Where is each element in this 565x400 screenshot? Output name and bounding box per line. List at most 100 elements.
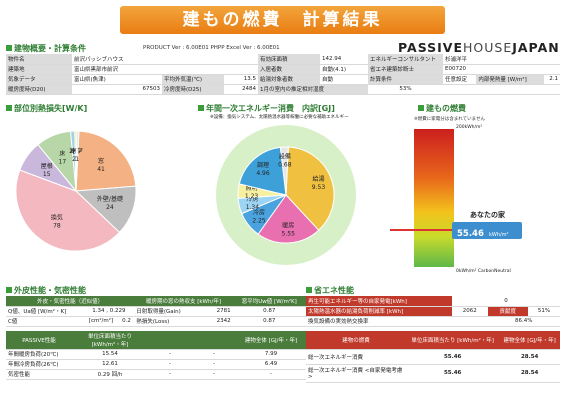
table-row: 太陽熱温水器の給湯負荷削減率 [kWh] 2062 貢献度 51% [306, 306, 560, 317]
cell: 再生可能エネルギー等の自家発電[kWh] [306, 296, 452, 307]
cell: 67503 [72, 84, 162, 95]
cell: 1.34 , 0.229 [83, 306, 135, 317]
title-banner: 建もの燃費 計算結果 [0, 0, 565, 38]
cell: - [148, 369, 192, 380]
cell: 2342 [205, 316, 233, 327]
cell: C値 [6, 316, 84, 327]
fuel-value-box: 55.46 kWh/m² [452, 221, 522, 239]
table-row: 総一次エネルギー消費 <自家発電考慮> 55.46 28.54 [306, 364, 560, 383]
cell: - [148, 359, 192, 370]
cell: エネルギーコンサルタント [368, 54, 443, 65]
cell: 換気設備の実効熱交換率 [306, 316, 452, 327]
cell: 15.54 [72, 349, 148, 360]
fuel-gauge-bar [414, 129, 454, 267]
cell: 51% [527, 306, 560, 317]
cell: 0.2 [118, 316, 135, 327]
table-row: 年間暖房負荷(20℃) 15.54- -7.99 [6, 349, 306, 360]
pie-label-3: 屋根 15 [41, 162, 53, 178]
pie-slice-6 [279, 146, 289, 196]
cell: Q値、Ua値 [W/m²・K] [6, 306, 84, 317]
table-row: 再生可能エネルギー等の自家発電[kWh] 0 [306, 296, 560, 307]
cell: 暖房期の窓の熱収支 [kWh/年] [134, 296, 233, 307]
cell [148, 331, 236, 350]
cell: 自動(4.1) [320, 64, 368, 75]
cell: [cm²/m²] [83, 316, 119, 327]
cell: 年間暖房負荷(20℃) [6, 349, 72, 360]
logo-japan: JAPAN [512, 40, 560, 55]
cell: 太陽熱温水器の給湯負荷削減率 [kWh] [306, 306, 452, 317]
cell: 総一次エネルギー消費 <自家発電考慮> [306, 364, 406, 383]
table-row: 建築地 富山県黒部市前沢 入居者数 自動(4.1) 省エネ建築診断士 E00720 [6, 64, 560, 75]
table-row: 外皮・気密性能（近似値） 暖房期の窓の熱収支 [kWh/年] 窓平均Uw値 [W/m… [6, 296, 306, 307]
cell: 55.46 [406, 364, 500, 383]
cell: 28.54 [499, 364, 560, 383]
cell: 142.94 [320, 54, 368, 65]
fuel-header: 建もの燃費 [418, 103, 466, 114]
cell: 2062 [452, 306, 488, 317]
cell: 富山県(魚津) [72, 74, 162, 85]
cell: 0.87 [232, 306, 306, 317]
pie-label-4: 照明 1.23 [245, 185, 259, 200]
cell: 建物全体 [GJ/年・年] [499, 331, 560, 350]
cell: 熱損失(Loss) [134, 316, 206, 327]
table-row: PASSIVE性能 単位床面積当たり [kWh/m²・年] 建物全体 [GJ/年・年… [6, 331, 306, 350]
pie-slice-0 [285, 146, 335, 231]
table-row: 年間冷房負荷(26℃) 12.61- -6.49 [6, 359, 306, 370]
pie-label-5: 調理 4.96 [256, 161, 270, 177]
envelope-header: 外皮性能・気密性能 [6, 285, 86, 296]
pie-slice-2 [15, 169, 121, 252]
saving-header: 省エネ性能 [306, 285, 354, 296]
cell: 暖房度時(D20) [6, 84, 72, 95]
cell: 気象データ [6, 74, 72, 85]
cell: 13.5 [224, 74, 258, 85]
table-row: 換気設備の実効熱交換率 86.4% [306, 316, 560, 327]
cell: 86.4% [487, 316, 560, 327]
pie-label-4: 床 17 [59, 150, 67, 166]
cell: - [192, 349, 236, 360]
pie-label-6: 設備 0.68 [278, 152, 292, 168]
cell: 内部発熱量 [W/m²] [476, 74, 544, 85]
cell: 単位床面積当たり [kWh/m²・年] [72, 331, 148, 350]
energy-header: 年間一次エネルギー消費 内訳[GJ] [198, 103, 335, 114]
pie-slice-1 [257, 194, 320, 244]
cell: 平均外気温(℃) [162, 74, 224, 85]
version-text: PRODUCT Ver : 6.00E01 PHPP Excel Ver : 6… [143, 45, 280, 51]
cell: 2484 [224, 84, 258, 95]
cell: 貢献度 [487, 306, 528, 317]
table-row: 暖房度時(D20) 67503 冷房度時(D25) 2484 1月の室内の推定相対湿度 5… [6, 84, 560, 95]
saving-table: 再生可能エネルギー等の自家発電[kWh] 0 太陽熱温水器の給湯負荷削減率 [kW… [306, 296, 560, 327]
pie-label-0: 窓 41 [97, 157, 105, 173]
pie-label-0: 給湯 9.53 [312, 175, 326, 191]
cell: 物件名 [6, 54, 72, 65]
heatloss-header: 部位別熱損失[W/K] [6, 103, 87, 114]
table-row: 建物の燃費 単位床面積当たり [kWh/m²・年] 建物全体 [GJ/年・年] [306, 331, 560, 350]
cell: 0.29 回/h [72, 369, 148, 380]
cell: 7.99 [236, 349, 306, 360]
pie-slice-0 [75, 130, 137, 192]
cell: 日射取得量(Gain) [134, 306, 206, 317]
table-row: 気密性能 0.29 回/h - - - [6, 369, 306, 380]
cell: 入居者数 [258, 64, 320, 75]
cell: 2781 [205, 306, 233, 317]
cell: 自動 [320, 74, 368, 85]
pie-slice-7 [75, 130, 80, 192]
cell: PASSIVE性能 [6, 331, 72, 350]
cell: 杉浦洋平 [443, 54, 560, 65]
logo-house: HOUSE [463, 40, 513, 55]
fuel-bottom-label: 0kWh/m² CarbonNeutral [456, 269, 511, 274]
cell: 建築地 [6, 64, 72, 75]
cell: 55.46 [406, 349, 500, 365]
pie-label-1: 暖房 5.55 [282, 221, 296, 237]
cell: 前沢パッシブハウス [72, 54, 162, 65]
cell: - [192, 359, 236, 370]
cell: - [236, 369, 306, 380]
cell: 有効床面積 [258, 54, 320, 65]
cell: 冷房度時(D25) [162, 84, 224, 95]
cell: 0.87 [232, 316, 306, 327]
cell: 6.49 [236, 359, 306, 370]
pie-label-5: 2/7 2 [69, 148, 79, 163]
cell: 2.1 [543, 74, 560, 85]
cell: 28.54 [499, 349, 560, 365]
